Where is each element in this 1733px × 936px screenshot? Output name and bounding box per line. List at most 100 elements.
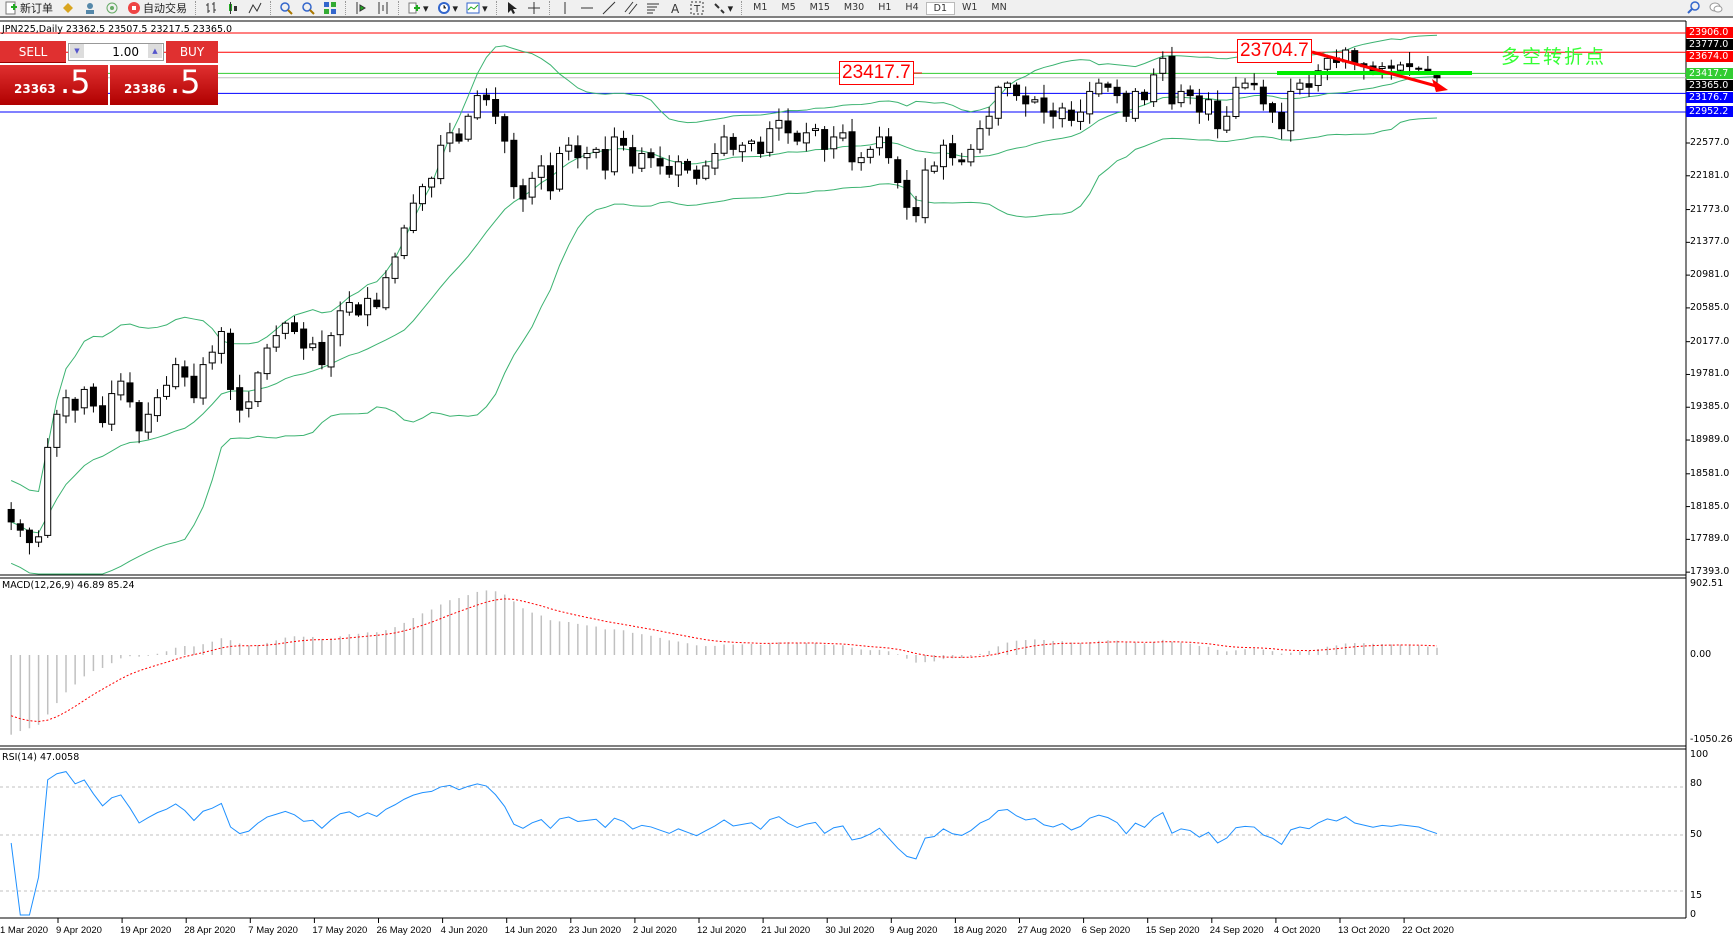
candle: [821, 126, 829, 162]
candle: [583, 146, 591, 170]
candle: [117, 373, 125, 401]
candle: [565, 137, 573, 161]
timeframe-m30[interactable]: M30: [843, 1, 865, 13]
candle: [135, 400, 143, 444]
candle: [291, 316, 298, 335]
chart-shift-button[interactable]: [372, 0, 394, 16]
periods-button[interactable]: ▾: [433, 0, 463, 16]
crosshair-button[interactable]: [523, 0, 545, 16]
turning-point-note[interactable]: 多空转折点: [1501, 46, 1607, 68]
line-chart-button[interactable]: [244, 0, 266, 16]
candle: [1259, 79, 1267, 111]
timeframe-h4[interactable]: H4: [905, 1, 919, 13]
date-axis-label: 2 Jul 2020: [632, 925, 677, 936]
lot-size-input[interactable]: 1.00: [68, 43, 164, 61]
date-axis-label: 12 Jul 2020: [697, 925, 747, 936]
candle: [409, 194, 417, 234]
templates-button[interactable]: ▾: [462, 0, 492, 16]
market-watch-button[interactable]: [57, 0, 79, 16]
candle: [994, 85, 1002, 126]
candle: [720, 124, 728, 157]
svg-text:A: A: [671, 2, 680, 15]
date-axis-label: 26 May 2020: [376, 925, 432, 936]
timeframe-h1[interactable]: H1: [878, 1, 892, 13]
candle: [272, 325, 280, 352]
templates-icon: [466, 2, 480, 14]
trend-arrow[interactable]: [1311, 50, 1441, 89]
candle: [1241, 78, 1249, 90]
vertical-line-button[interactable]: [554, 0, 576, 16]
trendline-button[interactable]: [598, 0, 620, 16]
arrows-button[interactable]: ▾: [708, 0, 738, 16]
date-axis-label: 21 Jul 2020: [761, 925, 811, 936]
fibonacci-button[interactable]: [642, 0, 664, 16]
price-tag: 22952.2: [1686, 106, 1733, 118]
new-order-button[interactable]: 新订单: [0, 0, 57, 16]
candle-chart-button[interactable]: [222, 0, 244, 16]
date-axis-label: 28 Apr 2020: [184, 925, 236, 936]
zoom-in-button[interactable]: [275, 0, 297, 16]
lot-increase-button[interactable]: ▲: [148, 44, 162, 58]
text-button[interactable]: A: [664, 0, 686, 16]
timeframe-m1[interactable]: M1: [753, 1, 768, 13]
cursor-button[interactable]: [501, 0, 523, 16]
label-icon: T: [690, 1, 704, 15]
candle: [830, 126, 838, 159]
candle: [537, 155, 545, 190]
timeframe-m15[interactable]: M15: [809, 1, 830, 13]
candle: [1141, 89, 1149, 106]
line-chart-icon: [248, 2, 262, 14]
candle: [894, 156, 902, 189]
timeframe-mn[interactable]: MN: [991, 1, 1007, 13]
history-button[interactable]: [79, 0, 101, 16]
search-button[interactable]: [1683, 0, 1705, 16]
tile-button[interactable]: [319, 0, 341, 16]
candle: [1314, 64, 1322, 92]
candle: [592, 147, 600, 159]
candle: [281, 321, 289, 340]
buy-price[interactable]: 23386.5: [110, 63, 218, 105]
horizontal-line-button[interactable]: [576, 0, 598, 16]
date-axis-label: 19 Apr 2020: [120, 925, 172, 936]
candle: [1223, 106, 1231, 134]
trendline-icon: [602, 1, 615, 15]
candle: [1214, 90, 1222, 139]
sell-price[interactable]: 23363.5: [0, 63, 108, 105]
candle: [903, 169, 911, 220]
auto-trading-button[interactable]: 自动交易: [123, 0, 191, 16]
user-icon: [86, 3, 94, 14]
date-axis-label: 17 May 2020: [312, 925, 368, 936]
chat-button[interactable]: [1705, 0, 1727, 16]
candle: [1195, 88, 1203, 124]
candle: [1003, 81, 1011, 97]
candle: [345, 291, 353, 316]
price-annotation-23704[interactable]: 23704.7: [1237, 39, 1312, 63]
lot-decrease-button[interactable]: ▼: [70, 44, 84, 58]
sell-button[interactable]: SELL: [0, 41, 66, 63]
date-axis-label: 27 Aug 2020: [1017, 925, 1071, 936]
timeframe-w1[interactable]: W1: [961, 1, 978, 13]
candle-chart-icon: [229, 2, 237, 14]
price-tag: 23176.7: [1686, 91, 1733, 103]
buy-button[interactable]: BUY: [166, 41, 218, 63]
bar-chart-button[interactable]: [200, 0, 222, 16]
channel-button[interactable]: [620, 0, 642, 16]
indicators-button[interactable]: ▾: [403, 0, 433, 16]
candle: [1058, 102, 1066, 128]
candle: [446, 122, 454, 153]
candle: [327, 332, 335, 377]
price-annotation-23417[interactable]: 23417.7: [839, 61, 914, 85]
autoscroll-button[interactable]: [350, 0, 372, 16]
timeframe-d1[interactable]: D1: [925, 1, 955, 15]
signals-button[interactable]: [101, 0, 123, 16]
candle: [163, 376, 171, 400]
label-button[interactable]: T: [686, 0, 708, 16]
candle: [939, 139, 947, 180]
tile-icon: [324, 2, 336, 14]
candle: [1351, 47, 1359, 71]
zoom-out-button[interactable]: [297, 0, 319, 16]
timeframe-m5[interactable]: M5: [781, 1, 796, 13]
date-axis-label: 18 Aug 2020: [953, 925, 1007, 936]
candle: [89, 383, 97, 413]
